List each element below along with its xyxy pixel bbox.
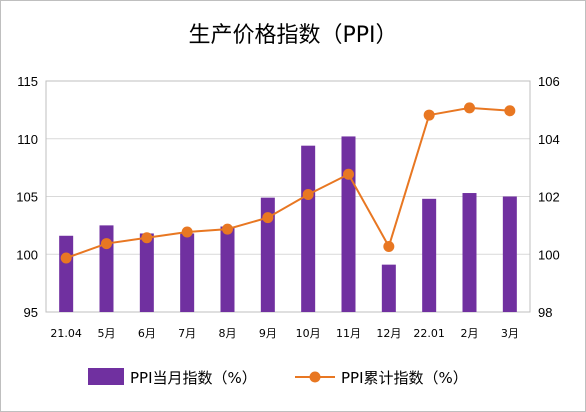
bar (422, 198, 437, 312)
y-right-tick-label: 106 (538, 74, 560, 89)
bar (381, 264, 396, 312)
line-point (302, 188, 314, 200)
bar (462, 193, 477, 312)
line-point (343, 168, 354, 180)
legend-label-bar: PPI当月指数（%） (130, 369, 257, 387)
x-tick-label: 8月 (219, 327, 237, 340)
line-point (222, 223, 233, 235)
x-tick-label: 11月 (336, 327, 361, 340)
bar (502, 196, 517, 312)
line-point (504, 105, 516, 117)
x-tick-label: 21.04 (50, 327, 82, 340)
line-point (423, 109, 435, 121)
bar (59, 235, 74, 312)
y-left-tick-label: 115 (17, 74, 38, 89)
x-tick-label: 2月 (461, 327, 479, 340)
bar (220, 226, 235, 312)
line-point (101, 238, 112, 250)
x-tick-label: 9月 (259, 327, 277, 340)
x-tick-label: 3月 (501, 327, 519, 340)
series-line (65, 106, 510, 259)
x-tick-label: 22.01 (413, 327, 445, 340)
y-right-tick-label: 102 (538, 190, 560, 205)
y-left-tick-label: 105 (16, 190, 38, 205)
y-left-tick-label: 95 (24, 305, 38, 320)
line-point (181, 226, 193, 238)
legend-swatch-marker (309, 371, 321, 383)
line-point (383, 240, 395, 252)
bar (139, 233, 154, 312)
line-point (262, 212, 274, 224)
y-right-tick-label: 104 (538, 132, 560, 147)
y-left-tick-label: 100 (16, 247, 38, 262)
line-point (141, 232, 153, 244)
line-point (60, 252, 72, 264)
bar (301, 145, 316, 312)
x-tick-label: 12月 (376, 327, 401, 340)
x-tick-label: 6月 (138, 327, 156, 340)
bar (180, 233, 195, 312)
legend-label-line: PPI累计指数（%） (341, 369, 468, 387)
line-point (464, 102, 475, 114)
chart-title: 生产价格指数（PPI） (188, 23, 398, 48)
x-tick-label: 10月 (296, 327, 321, 340)
bar (341, 136, 356, 312)
bar (260, 197, 275, 312)
plot-area-border (45, 80, 531, 313)
x-tick-label: 7月 (178, 327, 196, 340)
x-tick-label: 5月 (98, 327, 116, 340)
y-right-tick-label: 98 (538, 305, 552, 320)
y-right-tick-label: 100 (538, 247, 560, 262)
y-left-tick-label: 110 (17, 132, 38, 147)
legend-swatch-bar (88, 368, 124, 385)
